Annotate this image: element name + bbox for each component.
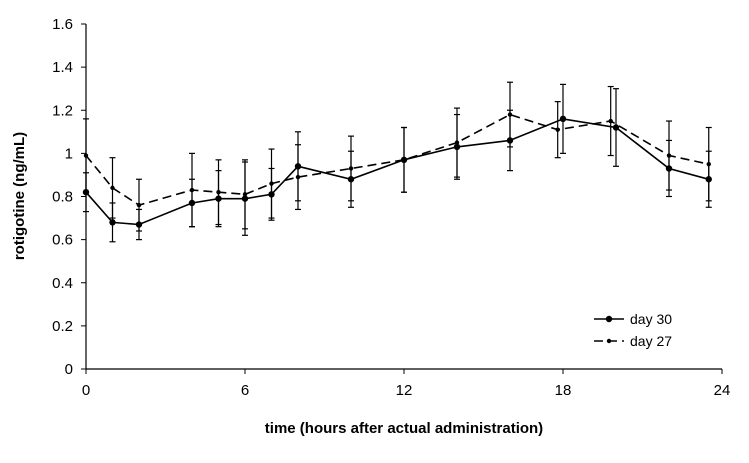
y-ticks: 0 0.2 0.4 0.6 0.8 1 1.2 1.4 1.6 [52, 16, 86, 378]
series-line-day-30 [85, 118, 710, 226]
plot-area [82, 81, 712, 243]
y-tick-label: 0.2 [52, 318, 73, 335]
data-point-day-27 [706, 161, 711, 167]
legend-marker-day-27 [606, 338, 612, 344]
x-tick-label: 12 [396, 382, 413, 399]
y-axis-title: rotigotine (ng/mL) [11, 132, 28, 260]
series-day-30 [82, 83, 712, 243]
legend-label-day-27: day 27 [630, 333, 672, 349]
series-day-27 [83, 81, 712, 232]
x-tick-label: 18 [555, 382, 572, 399]
data-point-day-27 [110, 185, 115, 191]
y-tick-label: 1.6 [52, 16, 73, 33]
y-tick-label: 1 [65, 145, 73, 162]
data-point-day-27 [348, 166, 354, 171]
x-axis-title: time (hours after actual administration) [265, 420, 543, 437]
x-ticks: 0 6 12 18 24 [82, 369, 731, 399]
x-tick-label: 0 [82, 382, 90, 399]
data-point-day-27 [555, 127, 560, 132]
y-tick-label: 1.2 [52, 102, 73, 119]
data-point-day-27 [136, 202, 142, 208]
data-point-day-27 [666, 153, 672, 158]
data-point-day-30 [559, 115, 567, 123]
y-tick-label: 0.4 [52, 275, 73, 292]
y-tick-label: 1.4 [52, 59, 73, 76]
data-point-day-30 [109, 219, 116, 226]
data-point-day-27 [454, 140, 460, 145]
y-tick-label: 0 [65, 361, 73, 378]
data-point-day-27 [295, 174, 301, 180]
data-point-day-30 [612, 124, 620, 131]
data-point-day-27 [189, 187, 195, 193]
data-point-day-27 [242, 192, 248, 197]
data-point-day-27 [216, 189, 221, 195]
legend-item-day-27: day 27 [594, 333, 672, 349]
x-tick-label: 6 [241, 382, 249, 399]
legend-label-day-30: day 30 [630, 311, 672, 327]
x-tick-label: 24 [714, 382, 731, 399]
data-point-day-27 [83, 153, 89, 158]
data-point-day-27 [269, 181, 274, 186]
y-tick-label: 0.6 [52, 232, 73, 249]
data-point-day-27 [507, 112, 513, 117]
axes: 0 6 12 18 24 0 0.2 0.4 0.6 0.8 1 1.2 1.4 1.6 [52, 16, 730, 399]
y-tick-label: 0.8 [52, 189, 73, 206]
data-point-day-27 [401, 157, 407, 163]
data-point-day-27 [608, 118, 613, 124]
legend-item-day-30: day 30 [594, 311, 672, 327]
series-line-day-27 [85, 113, 709, 206]
legend-marker-day-30 [605, 315, 613, 323]
legend: day 30 day 27 [594, 311, 672, 349]
